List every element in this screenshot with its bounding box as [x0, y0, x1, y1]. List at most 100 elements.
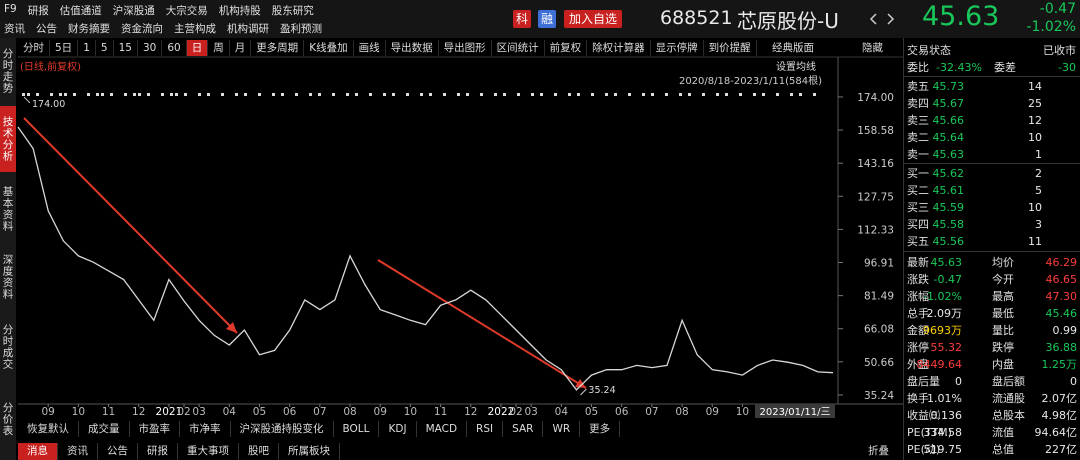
side-tab[interactable]: 分价表: [1, 401, 14, 437]
stat-label: 流值: [992, 426, 1014, 439]
menu-item[interactable]: 估值通道: [59, 5, 102, 17]
event-marker: [87, 93, 90, 96]
toolbar-item[interactable]: 30: [138, 40, 163, 56]
side-tab[interactable]: 深度资料: [1, 254, 14, 300]
stat-value: 4.98亿: [1041, 409, 1078, 422]
stat-label: 外盘: [907, 358, 929, 371]
bottom-tab[interactable]: 公告: [98, 443, 138, 460]
indicator-tab[interactable]: 恢复默认: [18, 421, 79, 437]
hide-menu[interactable]: 隐藏: [862, 42, 883, 54]
y-tick-label: 158.58: [857, 125, 894, 137]
bottom-tab[interactable]: 所属板块: [279, 443, 340, 460]
menu-item[interactable]: 主营构成: [174, 23, 216, 35]
indicator-tab[interactable]: 成交量: [79, 421, 130, 437]
indicator-tab[interactable]: 沪深股通持股变化: [231, 421, 334, 437]
event-marker: [73, 93, 76, 96]
menu-item[interactable]: 资讯: [4, 23, 25, 35]
event-marker: [605, 93, 608, 96]
indicator-tab[interactable]: 市盈率: [130, 421, 180, 437]
event-marker: [175, 93, 178, 96]
menu-item[interactable]: 机构调研: [227, 23, 269, 35]
indicator-tab[interactable]: 市净率: [180, 421, 231, 437]
badge[interactable]: 融: [538, 10, 556, 28]
side-tab[interactable]: 基本资料: [1, 186, 14, 232]
toolbar-item[interactable]: 导出图形: [439, 40, 492, 56]
menu-item[interactable]: 财务摘要: [68, 23, 110, 35]
nav-arrows[interactable]: [868, 12, 898, 26]
toolbar-item[interactable]: 到价提醒: [704, 40, 757, 56]
book-price: 45.73: [932, 80, 965, 93]
toolbar-item[interactable]: 1: [78, 40, 96, 56]
event-marker: [318, 93, 321, 96]
event-marker: [36, 93, 39, 96]
toolbar-item[interactable]: 月: [230, 40, 252, 56]
side-tab[interactable]: 分时走势: [1, 48, 14, 94]
x-tick-label: 04: [555, 406, 569, 418]
book-volume: 12: [1028, 114, 1042, 127]
book-price: 45.66: [932, 114, 965, 127]
indicator-tab[interactable]: SAR: [503, 421, 544, 437]
event-marker: [480, 93, 483, 96]
divider: [904, 163, 1080, 164]
bottom-tab[interactable]: 资讯: [58, 443, 98, 460]
book-volume: 5: [1035, 184, 1042, 197]
indicator-tab[interactable]: KDJ: [379, 421, 417, 437]
indicator-tab[interactable]: RSI: [467, 421, 504, 437]
indicator-tab[interactable]: BOLL: [334, 421, 380, 437]
toolbar-item[interactable]: 分时: [18, 40, 50, 56]
side-tab[interactable]: 分时成交: [1, 324, 14, 370]
side-tab[interactable]: 技术分析: [0, 106, 16, 172]
add-watch-button[interactable]: 加入自选: [564, 10, 622, 28]
menu-item[interactable]: 机构持股: [218, 5, 261, 17]
menu-item[interactable]: F9: [4, 3, 17, 15]
stat-label: 最高: [992, 290, 1014, 303]
toolbar-item[interactable]: 60: [162, 40, 187, 56]
toolbar-item[interactable]: 除权计算器: [587, 40, 651, 56]
layout-menu[interactable]: 经典版面: [772, 42, 814, 54]
indicator-tab[interactable]: 更多: [580, 421, 621, 437]
bottom-tab[interactable]: 重大事项: [178, 443, 239, 460]
ratio: -32.43%: [936, 61, 982, 74]
stock-name: 芯原股份-U: [737, 9, 839, 33]
y-tick-label: 81.49: [864, 291, 894, 303]
menu-item[interactable]: 资金流向: [121, 23, 163, 35]
toolbar-item[interactable]: K线叠加: [304, 40, 354, 56]
menu-item[interactable]: 研报: [27, 5, 49, 17]
menu-item[interactable]: 公告: [36, 23, 57, 35]
ma-setting: 设置均线: [776, 60, 816, 73]
collapse-button[interactable]: 折叠: [868, 445, 889, 457]
toolbar-item[interactable]: 前复权: [545, 40, 588, 56]
indicator-tab[interactable]: MACD: [417, 421, 468, 437]
toolbar-item[interactable]: 更多周期: [251, 40, 305, 56]
indicator-tab[interactable]: WR: [543, 421, 581, 437]
event-marker: [494, 93, 497, 96]
bottom-tab[interactable]: 消息: [18, 443, 58, 460]
toolbar-item[interactable]: 5: [96, 40, 114, 56]
menu-item[interactable]: 股东研究: [271, 5, 314, 17]
chart-subtitle: (日线,前复权): [20, 60, 81, 73]
bottom-tab[interactable]: 股吧: [239, 443, 279, 460]
bottom-tab[interactable]: 研报: [138, 443, 178, 460]
y-tick-label: 143.16: [857, 158, 894, 170]
stat-value: -0.47: [933, 273, 962, 286]
toolbar-item[interactable]: 日: [186, 40, 209, 56]
menu-item[interactable]: 大宗交易: [165, 5, 208, 17]
y-tick-label: 50.66: [864, 357, 894, 369]
badge[interactable]: 科: [513, 10, 531, 28]
stat-value: 47.30: [1045, 290, 1078, 303]
toolbar-item[interactable]: 区间统计: [492, 40, 545, 56]
toolbar-item[interactable]: 显示停牌: [651, 40, 704, 56]
toolbar-item[interactable]: 导出数据: [386, 40, 439, 56]
toolbar-item[interactable]: 15: [114, 40, 138, 56]
toolbar-item[interactable]: 5日: [50, 40, 79, 56]
low-label: 35.24: [588, 385, 615, 396]
toolbar-item[interactable]: 周: [208, 40, 230, 56]
event-marker: [406, 93, 409, 96]
menu-item[interactable]: 盈利预测: [280, 23, 322, 35]
menu-item[interactable]: 沪深股通: [112, 5, 155, 17]
book-price: 45.59: [932, 201, 965, 214]
book-price: 45.61: [932, 184, 965, 197]
divider: [904, 251, 1080, 252]
toolbar-item[interactable]: 画线: [354, 40, 386, 56]
quote-panel: 交易状态 已收市 委比 -32.43% 委差 -30 卖五 45.73 14 卖四 45.67 25 卖…: [903, 38, 1080, 460]
